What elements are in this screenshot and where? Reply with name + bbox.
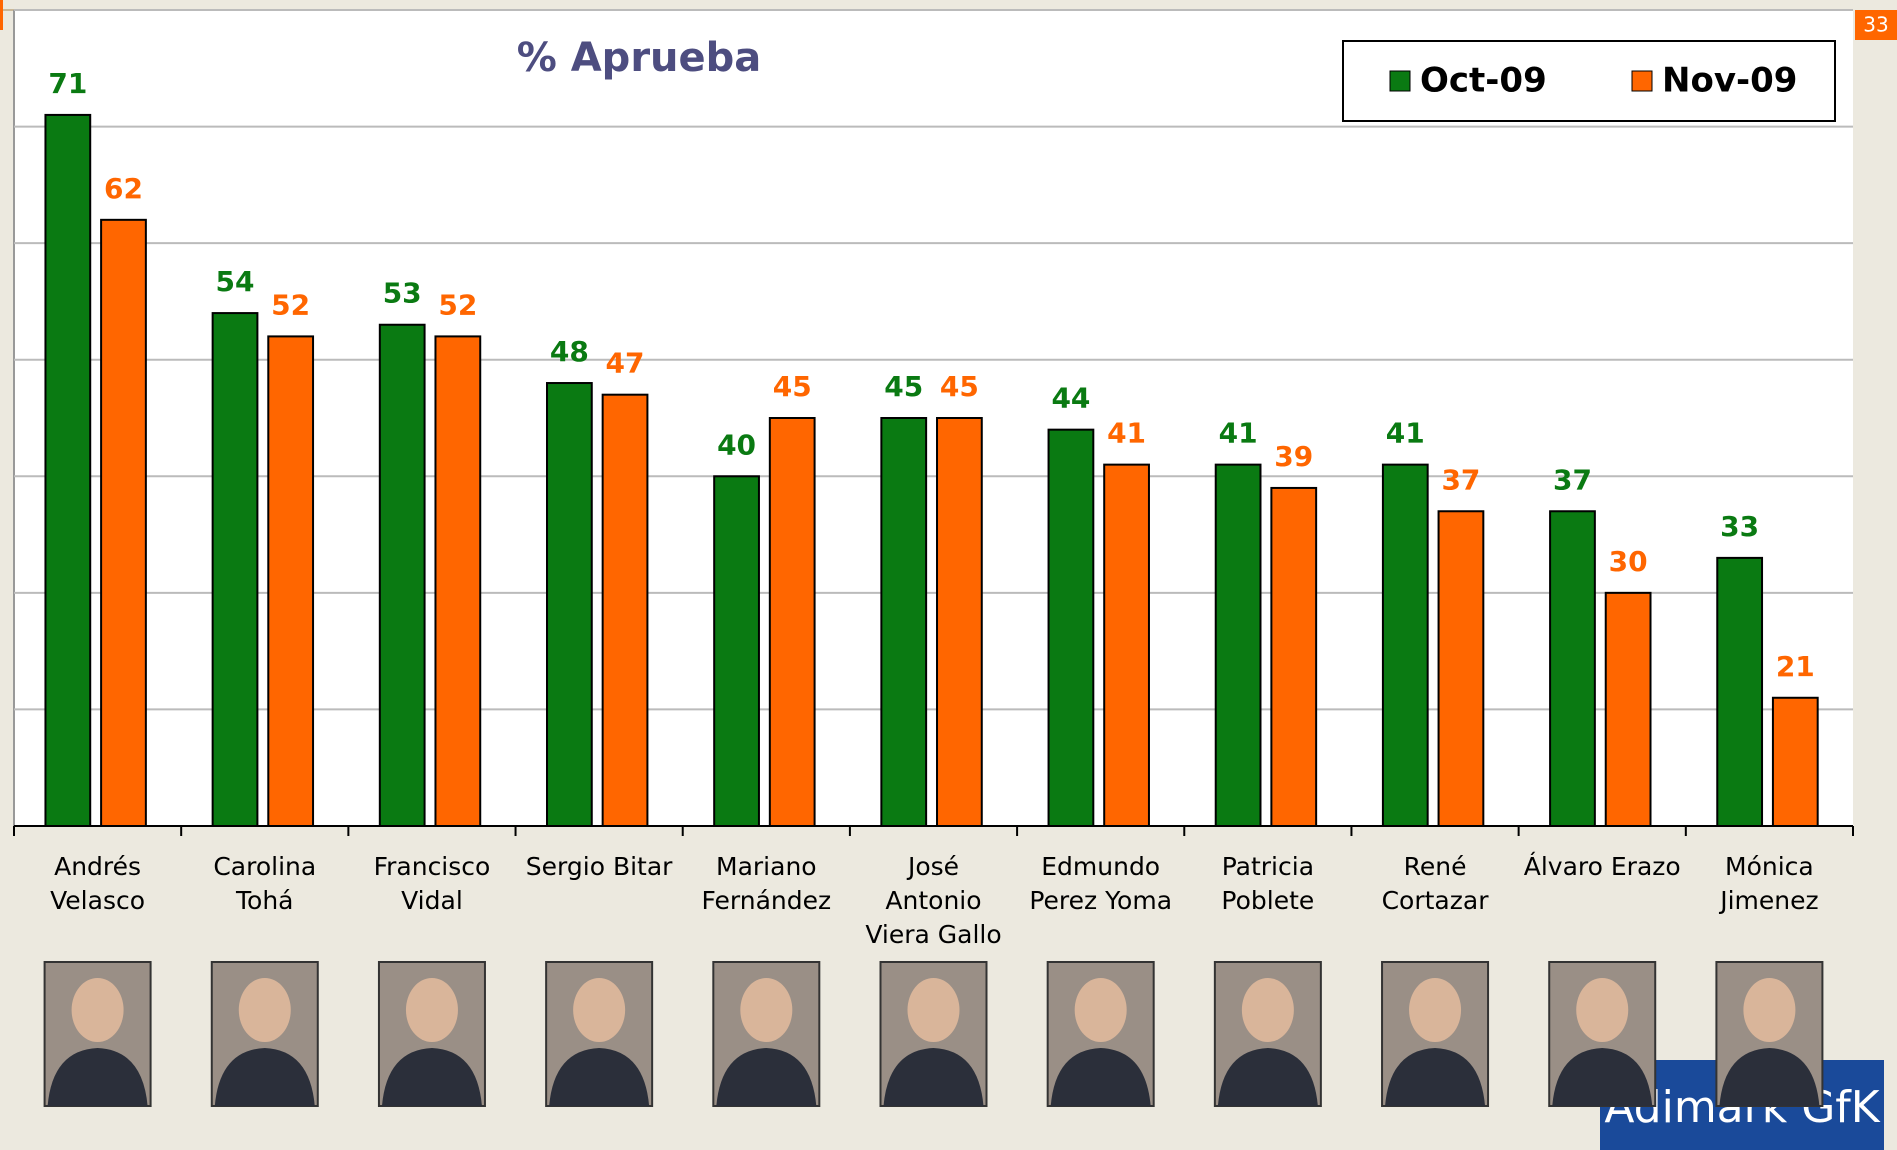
data-label: 21 [1776,650,1815,683]
bar [936,417,983,827]
legend-swatch [1631,70,1653,92]
portrait-head [740,978,793,1042]
portrait-head [405,978,458,1042]
portrait-head [238,978,291,1042]
x-tick-label: Tohá [235,886,293,915]
x-tick-label: René [1404,852,1467,881]
portrait-body [1552,1048,1653,1106]
bar [1437,510,1485,827]
bar [434,335,482,827]
data-label: 41 [1386,417,1425,450]
x-tick-label: Mónica [1725,852,1814,881]
portrait-head [1241,978,1294,1042]
x-tick-label: Andrés [54,852,141,881]
data-label: 52 [438,288,477,321]
portrait-head [907,978,960,1042]
portrait-body [549,1048,650,1106]
portrait-head [1074,978,1127,1042]
portrait-body [381,1048,482,1106]
x-tick-label: Francisco [374,852,491,881]
page-number-box [1855,10,1897,40]
bar [378,323,426,827]
portrait-head [1743,978,1796,1042]
data-label: 48 [550,335,589,368]
bar [1549,510,1596,827]
x-tick-label: Perez Yoma [1029,886,1172,915]
bar [1381,463,1429,827]
portrait-body [1719,1048,1820,1106]
x-tick-label: Jimenez [1718,886,1818,915]
page-number: 33 [1863,13,1888,37]
data-label: 54 [216,265,255,298]
data-label: 41 [1219,417,1258,450]
data-label: 45 [884,370,923,403]
x-tick-label: Patricia [1222,852,1314,881]
x-tick-label: Fernández [702,886,832,915]
plot-area [14,10,1853,826]
portrait-body [716,1048,817,1106]
x-tick-label: Vidal [401,886,463,915]
portrait-head [573,978,626,1042]
bar [601,393,649,827]
x-tick-label: Cortazar [1382,886,1490,915]
portrait-body [1385,1048,1486,1106]
data-label: 33 [1720,510,1759,543]
data-label: 47 [606,347,645,380]
x-tick-label: Carolina [213,852,316,881]
portrait-body [47,1048,148,1106]
data-label: 39 [1274,440,1313,473]
bar [1604,591,1652,827]
x-tick-label: Edmundo [1041,852,1160,881]
bar [768,417,816,827]
data-label: 62 [104,172,143,205]
portrait-body [214,1048,315,1106]
bar [546,382,593,827]
bar [44,113,92,827]
data-label: 40 [717,428,756,461]
legend-label: Nov-09 [1662,61,1797,101]
portrait-body [1217,1048,1318,1106]
x-tick-label: Velasco [50,886,145,915]
x-tick-label: Antonio [885,886,981,915]
data-label: 37 [1553,463,1592,496]
x-tick-label: Sergio Bitar [526,852,673,881]
bar [1771,696,1819,827]
bar [211,312,259,828]
data-label: 45 [940,370,979,403]
data-label: 53 [383,277,422,310]
x-tick-label: Viera Gallo [865,920,1001,949]
x-tick-label: Álvaro Erazo [1524,852,1681,881]
data-label: 41 [1107,417,1146,450]
bar [880,417,928,827]
bar [1716,556,1764,828]
data-label: 44 [1051,382,1090,415]
data-label: 45 [773,370,812,403]
legend-swatch [1389,70,1411,92]
portrait-body [883,1048,984,1106]
bar [1270,486,1318,827]
bar [1047,428,1095,827]
data-label: 52 [271,288,310,321]
x-tick-label: Poblete [1221,886,1314,915]
data-label: 30 [1609,545,1648,578]
bar [267,335,315,827]
portrait-head [1409,978,1462,1042]
x-tick-label: José [906,852,959,881]
portrait-body [1050,1048,1151,1106]
chart-title: % Aprueba [517,35,762,81]
data-label: 37 [1441,463,1480,496]
legend-box [1342,40,1836,122]
bar [1103,463,1150,827]
legend-label: Oct-09 [1420,61,1547,101]
x-tick-label: Mariano [716,852,817,881]
data-label: 71 [48,67,87,100]
bar [100,218,147,828]
portrait-head [71,978,124,1042]
portrait-head [1576,978,1629,1042]
bar [713,475,760,827]
bar [1214,463,1262,827]
